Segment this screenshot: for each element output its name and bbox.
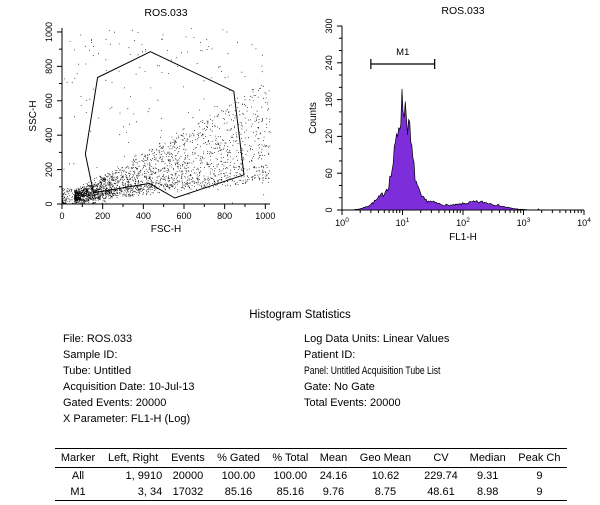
table-cell: 100.00 bbox=[221, 470, 256, 482]
table-cell: 9 bbox=[511, 484, 567, 501]
svg-text:600: 600 bbox=[44, 93, 54, 108]
svg-text:300: 300 bbox=[324, 18, 334, 33]
table-cell: 10.62 bbox=[371, 470, 400, 482]
table-header-cell: Mean bbox=[314, 448, 353, 468]
scatter-plot: ROS.033 00 200 200 400 400 600 600 800 800 1000 100… bbox=[28, 7, 275, 235]
svg-text:800: 800 bbox=[44, 59, 54, 74]
stat-line-file: File: ROS.033 bbox=[63, 333, 133, 345]
svg-text:200: 200 bbox=[95, 211, 110, 221]
m1-marker[interactable]: M1 bbox=[370, 47, 436, 70]
stat-line-panel: Panel: Untitled Acquisition Tube List bbox=[304, 365, 441, 377]
m1-marker-label: M1 bbox=[396, 47, 409, 58]
table-header-cell: % Gated bbox=[210, 448, 267, 468]
svg-text:120: 120 bbox=[324, 129, 334, 144]
svg-text:1000: 1000 bbox=[44, 22, 54, 42]
histogram-plot: ROS.033 0 60 120 180 240 300 100 101 102 103 104 FL1… bbox=[308, 5, 591, 243]
table-cell: 1, 9910 bbox=[125, 470, 163, 482]
svg-text:600: 600 bbox=[176, 211, 191, 221]
table-row: All 1, 9910 20000 100.00 100.00 24.16 10.62 229… bbox=[55, 468, 567, 485]
svg-text:101: 101 bbox=[396, 217, 410, 228]
svg-text:103: 103 bbox=[517, 217, 531, 228]
stat-line-sample-id: Sample ID: bbox=[63, 349, 118, 361]
stats-left-column: File: ROS.033 Sample ID: Tube: Untitled … bbox=[63, 331, 194, 427]
histogram-area bbox=[342, 88, 584, 211]
svg-text:0: 0 bbox=[59, 211, 64, 221]
table-cell: M1 bbox=[55, 484, 102, 501]
svg-text:200: 200 bbox=[44, 162, 54, 177]
stat-line-acquisition-date: Acquisition Date: 10-Jul-13 bbox=[63, 381, 195, 393]
table-cell: 20000 bbox=[172, 470, 204, 482]
table-cell: 229.74 bbox=[424, 470, 458, 482]
svg-text:400: 400 bbox=[44, 128, 54, 143]
gate-polygon[interactable] bbox=[84, 51, 245, 199]
histogram-axes bbox=[341, 26, 584, 211]
svg-text:240: 240 bbox=[324, 55, 334, 70]
stats-heading: Histogram Statistics bbox=[249, 309, 351, 321]
table-header-row: Marker Left, Right Events% Gated% Total Mea… bbox=[55, 448, 567, 468]
table-header-cell: Geo Mean bbox=[352, 448, 419, 468]
svg-text:180: 180 bbox=[324, 92, 334, 107]
svg-text:0: 0 bbox=[324, 207, 334, 212]
table-header-cell: % Total bbox=[266, 448, 315, 468]
table-header-cell: Marker bbox=[55, 448, 102, 468]
scatter-points bbox=[62, 28, 271, 205]
table-cell: 17032 bbox=[165, 484, 211, 501]
svg-text:102: 102 bbox=[456, 217, 470, 228]
table-cell: 100.00 bbox=[273, 470, 308, 482]
table-header-cell: Median bbox=[463, 448, 512, 468]
table-header-cell: CV bbox=[418, 448, 464, 468]
svg-text:800: 800 bbox=[217, 211, 232, 221]
table-cell: All bbox=[71, 470, 85, 482]
histogram-title: ROS.033 bbox=[441, 5, 484, 17]
svg-text:400: 400 bbox=[136, 211, 151, 221]
histogram-xlabel: FL1-H bbox=[449, 232, 477, 243]
table-row: M1 3, 34 17032 85.16 85.16 9.76 8.75 48.61 8.98 9 bbox=[55, 484, 567, 501]
table-header-cell: Peak Ch bbox=[511, 448, 567, 468]
svg-text:104: 104 bbox=[577, 217, 591, 228]
table-cell: 8.75 bbox=[352, 484, 419, 501]
table-cell: 9 bbox=[536, 470, 543, 482]
svg-text:60: 60 bbox=[324, 168, 334, 178]
stats-right-column: Log Data Units: Linear Values Patient ID… bbox=[304, 331, 479, 411]
svg-text:100: 100 bbox=[335, 217, 349, 228]
stat-line-gate: Gate: No Gate bbox=[304, 381, 375, 393]
table-cell: 8.98 bbox=[463, 484, 512, 501]
scatter-xlabel: FSC-H bbox=[151, 224, 182, 235]
stat-line-patient-id: Patient ID: bbox=[304, 349, 356, 361]
table-header-cell: Left, Right bbox=[101, 448, 166, 468]
stat-line-tube: Tube: Untitled bbox=[63, 365, 132, 377]
table-cell: 3, 34 bbox=[101, 484, 166, 501]
scatter-ylabel: SSC-H bbox=[28, 100, 39, 131]
table-header-cell: Events bbox=[165, 448, 211, 468]
table-cell: 24.16 bbox=[319, 470, 348, 482]
svg-text:1000: 1000 bbox=[255, 211, 275, 221]
histogram-statistics-table: Marker Left, Right Events% Gated% Total Mea… bbox=[55, 448, 567, 501]
scatter-axes bbox=[61, 28, 270, 205]
table-cell: 48.61 bbox=[418, 484, 464, 501]
stat-line-log-data-units: Log Data Units: Linear Values bbox=[304, 333, 450, 345]
scatter-title: ROS.033 bbox=[144, 7, 187, 19]
histogram-ylabel: Counts bbox=[308, 102, 319, 134]
svg-text:0: 0 bbox=[44, 201, 54, 206]
table-cell: 85.16 bbox=[210, 484, 267, 501]
table-cell: 85.16 bbox=[266, 484, 315, 501]
table-cell: 9.31 bbox=[476, 470, 499, 482]
stat-line-gated-events: Gated Events: 20000 bbox=[63, 397, 167, 409]
stat-line-total-events: Total Events: 20000 bbox=[304, 397, 401, 409]
stat-line-x-parameter: X Parameter: FL1-H (Log) bbox=[63, 413, 191, 425]
table-cell: 9.76 bbox=[314, 484, 353, 501]
